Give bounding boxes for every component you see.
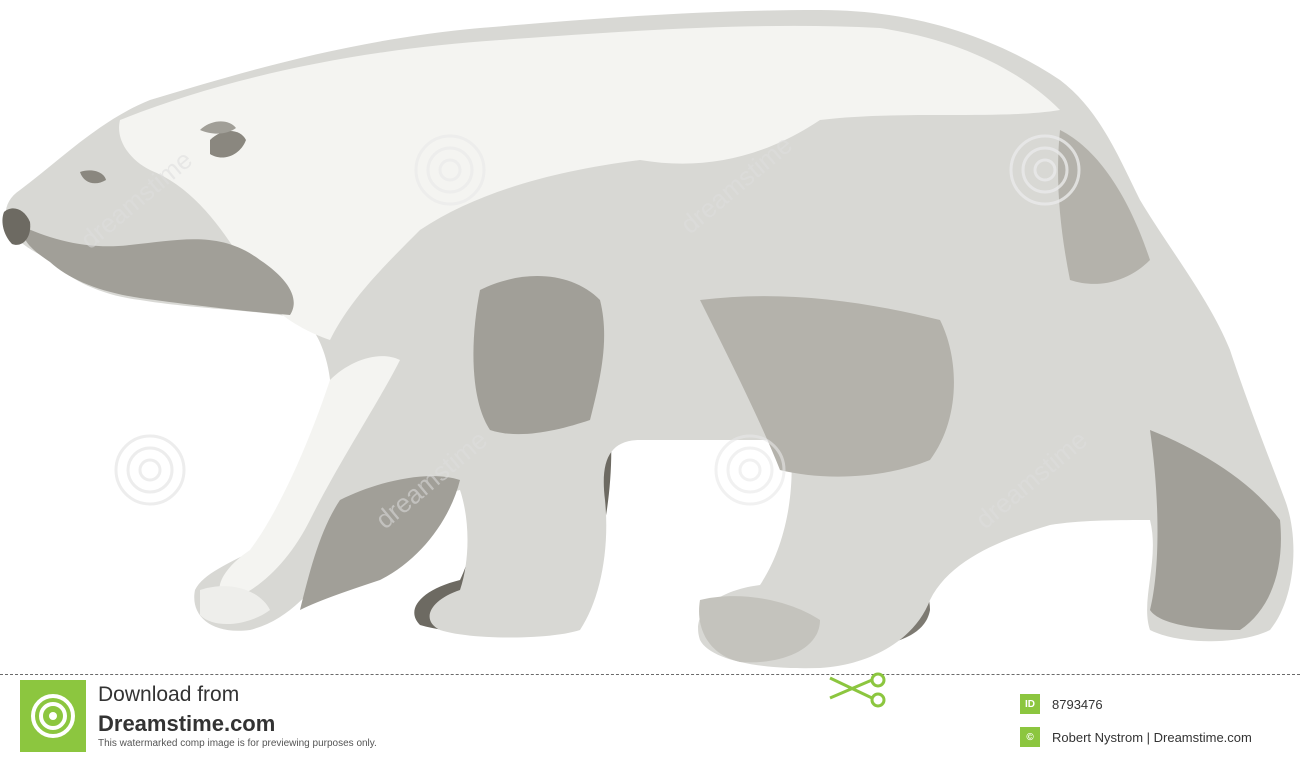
nose [2, 208, 31, 245]
download-from-label: Download from [98, 683, 240, 706]
scissors-icon [828, 672, 888, 717]
copyright-icon: © [1020, 727, 1040, 747]
spiral-logo-icon [31, 694, 75, 738]
image-id: 8793476 [1052, 696, 1103, 712]
preview-note: This watermarked comp image is for previ… [98, 738, 377, 749]
ear [200, 121, 236, 134]
id-icon: ID [1020, 694, 1040, 714]
watermark-spiral-icon [414, 134, 486, 206]
site-name: Dreamstime.com [98, 711, 276, 736]
image-id-row: ID 8793476 [1020, 694, 1103, 714]
eye [210, 131, 246, 158]
nostril [80, 170, 106, 184]
watermark-spiral-icon [114, 434, 186, 506]
watermark-spiral-icon [714, 434, 786, 506]
cut-line [0, 674, 1300, 675]
watermark-spiral-icon [1009, 134, 1081, 206]
dreamstime-logo [20, 680, 86, 752]
fur-shading [20, 130, 1281, 663]
polar-bear-illustration: dreamstime dreamstime dreamstime dreamst… [2, 10, 1294, 669]
fur-highlights [119, 25, 1060, 625]
author-credit: Robert Nystrom | Dreamstime.com [1052, 729, 1252, 745]
credit-row: © Robert Nystrom | Dreamstime.com [1020, 727, 1252, 747]
bear-face [2, 121, 246, 245]
download-footer: Download from Dreamstime.com This waterm… [0, 672, 1300, 764]
